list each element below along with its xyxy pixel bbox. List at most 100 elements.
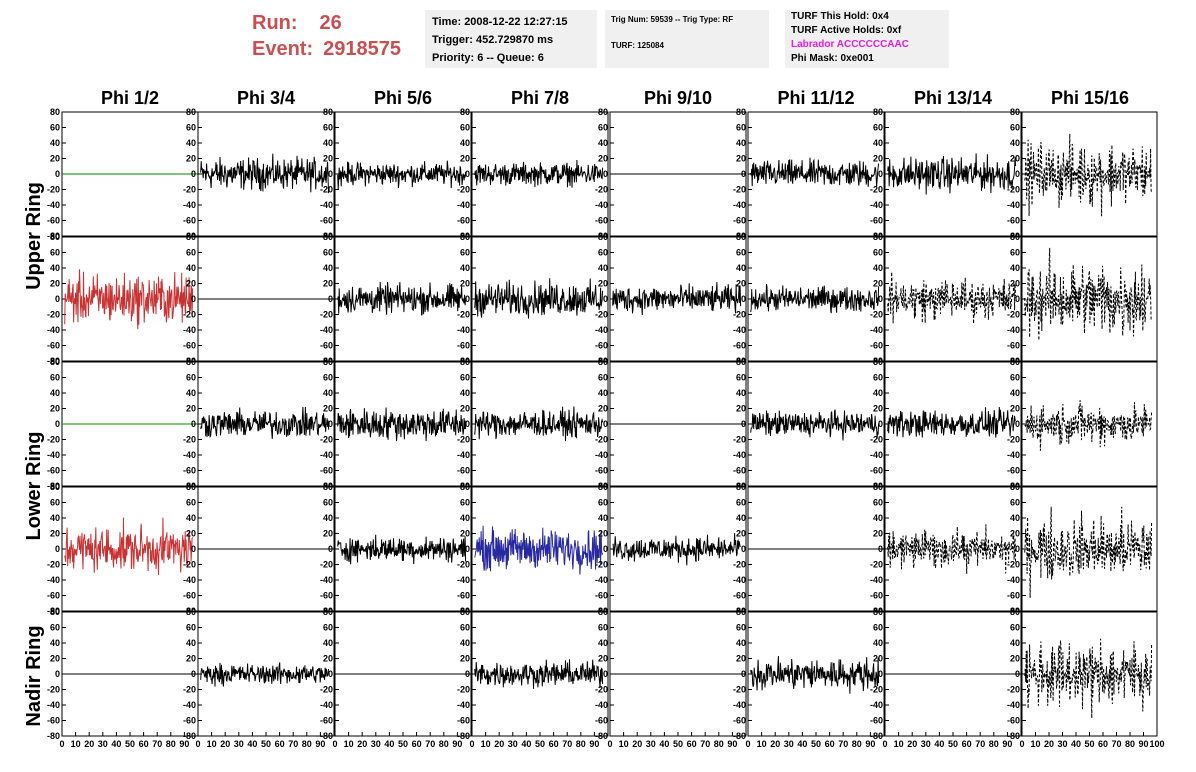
y-tick-label: -60	[733, 216, 746, 226]
x-tick-label: 90	[1138, 739, 1148, 749]
x-tick-label: 90	[589, 739, 599, 749]
y-tick-label: 60	[323, 248, 333, 258]
y-tick-label: 0	[55, 669, 60, 679]
x-tick-label: 10	[619, 739, 629, 749]
y-tick-label: 20	[50, 154, 60, 164]
y-tick-label: 0	[741, 544, 746, 554]
x-tick-label: 90	[452, 739, 462, 749]
trace-waveform	[887, 406, 1017, 438]
trace-waveform	[64, 269, 194, 330]
y-tick-label: 60	[323, 373, 333, 383]
y-tick-label: 80	[186, 357, 196, 367]
time-info-box: Time: 2008-12-22 12:27:15 Trigger: 452.7…	[425, 10, 597, 68]
panel-r3-c8: 80 60 40 20 0 -20 -40 -60 -80	[1007, 357, 1158, 491]
y-tick-label: 60	[460, 373, 470, 383]
panel-frame	[884, 236, 1022, 362]
panel-frame	[747, 611, 885, 737]
x-tick-label: 10	[481, 739, 491, 749]
y-tick-label: -80	[320, 606, 333, 616]
y-tick-label: 40	[460, 388, 470, 398]
y-tick-label: -60	[457, 341, 470, 351]
panel-r3-c2: 80 60 40 20 0 -20 -40 -60 -80	[183, 357, 335, 491]
x-tick-label: 60	[412, 739, 422, 749]
phi-mask-text: Phi Mask: 0xe001	[791, 53, 874, 64]
panel-r4-c1: 80 60 40 20 0 -20 -40 -60 -80	[47, 482, 199, 616]
y-tick-label: -60	[870, 591, 883, 601]
y-tick-label: -20	[595, 560, 608, 570]
y-tick-label: 40	[873, 638, 883, 648]
y-tick-label: 40	[50, 263, 60, 273]
trace-waveform	[750, 409, 880, 441]
y-tick-label: 20	[736, 529, 746, 539]
trace-waveform	[612, 282, 742, 316]
ring-label-nadir: Nadir Ring	[23, 625, 45, 726]
y-tick-label: -80	[320, 731, 333, 741]
trace-waveform	[337, 534, 467, 565]
y-tick-label: 40	[598, 638, 608, 648]
y-tick-label: -60	[870, 341, 883, 351]
y-tick-label: -40	[457, 700, 470, 710]
y-tick-label: -60	[183, 591, 196, 601]
x-tick-label: 60	[962, 739, 972, 749]
x-tick-label: 10	[344, 739, 354, 749]
y-tick-label: -80	[47, 731, 60, 741]
x-tick-label: 20	[357, 739, 367, 749]
y-tick-label: 40	[186, 388, 196, 398]
y-tick-label: -80	[1007, 231, 1020, 241]
y-tick-label: 60	[1010, 498, 1020, 508]
y-tick-label: -80	[1007, 356, 1020, 366]
y-tick-label: -60	[595, 466, 608, 476]
y-tick-label: -20	[320, 685, 333, 695]
y-tick-label: 60	[186, 248, 196, 258]
x-tick-label: 70	[1111, 739, 1121, 749]
y-tick-label: 80	[873, 357, 883, 367]
y-tick-label: 40	[598, 388, 608, 398]
panel-r2-c4: 80 60 40 20 0 -20 -40 -60 -80	[457, 232, 609, 366]
x-tick-label: 60	[687, 739, 697, 749]
y-tick-label: 60	[598, 373, 608, 383]
y-tick-label: 0	[741, 169, 746, 179]
y-tick-label: -40	[47, 700, 60, 710]
trace-waveform	[474, 406, 604, 442]
y-tick-label: 0	[1015, 544, 1020, 554]
x-tick-label: 0	[882, 739, 887, 749]
x-tick-label: 60	[1098, 739, 1108, 749]
x-tick-label: 40	[111, 739, 121, 749]
panel-r2-c8: 80 60 40 20 0 -20 -40 -60 -80	[1007, 232, 1158, 366]
y-tick-label: -60	[1007, 466, 1020, 476]
y-tick-label: 80	[50, 607, 60, 617]
y-tick-label: -40	[870, 700, 883, 710]
y-tick-label: -20	[1007, 435, 1020, 445]
column-title-8: Phi 15/16	[1051, 88, 1129, 108]
y-tick-label: -80	[870, 606, 883, 616]
x-tick-label: 90	[727, 739, 737, 749]
y-tick-label: -20	[183, 435, 196, 445]
trace-waveform	[1024, 247, 1152, 341]
panel-r2-c2: 80 60 40 20 0 -20 -40 -60 -80	[183, 232, 335, 366]
y-tick-label: -20	[870, 560, 883, 570]
y-tick-label: -60	[733, 466, 746, 476]
panel-r5-c7: 80 60 40 20 0 -20 -40 -60 -80	[870, 607, 1022, 741]
panel-r2-c7: 80 60 40 20 0 -20 -40 -60 -80	[870, 232, 1022, 366]
y-tick-label: 40	[736, 263, 746, 273]
y-tick-label: 20	[1010, 279, 1020, 289]
y-tick-label: -20	[1007, 560, 1020, 570]
y-tick-label: -20	[47, 435, 60, 445]
turf-text: TURF: 125084	[611, 41, 664, 50]
x-tick-label: 100	[1149, 739, 1164, 749]
y-tick-label: 0	[603, 294, 608, 304]
event-row: Event: 2918575	[252, 36, 401, 62]
y-tick-label: 80	[50, 482, 60, 492]
y-tick-label: 60	[598, 498, 608, 508]
y-tick-label: 20	[323, 404, 333, 414]
y-tick-label: -80	[320, 231, 333, 241]
y-tick-label: 0	[465, 419, 470, 429]
x-tick-label: 30	[508, 739, 518, 749]
y-tick-label: -40	[47, 575, 60, 585]
y-tick-label: -80	[870, 231, 883, 241]
y-tick-label: -80	[733, 731, 746, 741]
panel-r5-c2: 80 60 40 20 0 -20 -40 -60 -80	[183, 607, 335, 741]
y-tick-label: -80	[1007, 606, 1020, 616]
column-title-4: Phi 7/8	[511, 88, 569, 108]
x-tick-label: 80	[576, 739, 586, 749]
